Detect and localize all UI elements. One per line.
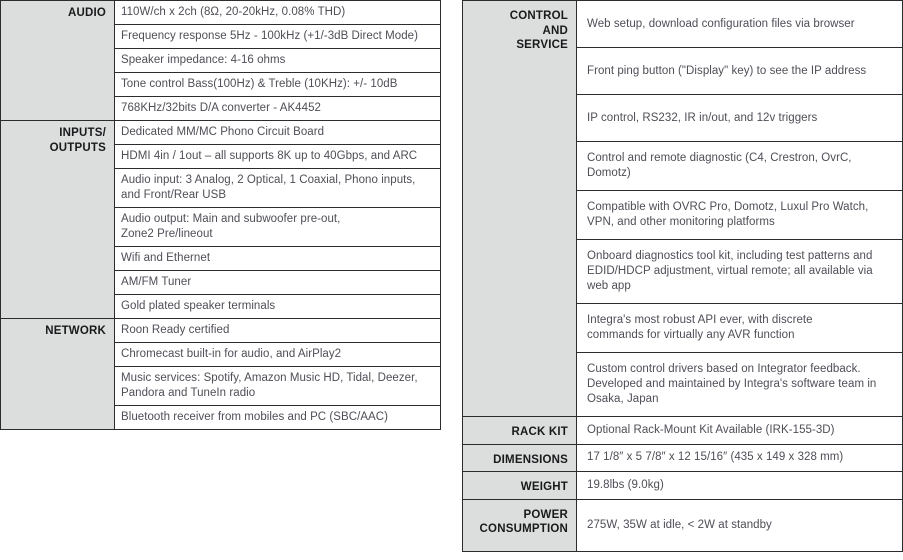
spec-value-cell: Front ping button ("Display" key) to see…: [576, 47, 903, 95]
table-row: RACK KIT Optional Rack-Mount Kit Availabl…: [462, 416, 903, 445]
spec-value-cell: Roon Ready certified: [114, 318, 441, 343]
table-row: Music services: Spotify, Amazon Music HD…: [1, 366, 441, 406]
table-row: Gold plated speaker terminals: [1, 294, 441, 319]
spec-value-cell: Dedicated MM/MC Phono Circuit Board: [114, 120, 441, 145]
spec-value-cell: Custom control drivers based on Integrat…: [576, 352, 903, 417]
spec-value-cell: 19.8lbs (9.0kg): [576, 471, 903, 500]
table-row: Chromecast built-in for audio, and AirPl…: [1, 342, 441, 367]
spec-value-cell: Music services: Spotify, Amazon Music HD…: [114, 366, 441, 406]
table-row: CONTROL AND SERVICE Web setup, download c…: [462, 0, 903, 417]
spec-value-cell: Integra's most robust API ever, with dis…: [576, 303, 903, 353]
spec-table-left-body: AUDIO 110W/ch x 2ch (8Ω, 20-20kHz, 0.08% …: [0, 0, 441, 430]
table-row: WEIGHT 19.8lbs (9.0kg): [462, 471, 903, 500]
spec-value-cell: Chromecast built-in for audio, and AirPl…: [114, 342, 441, 367]
section-label: RACK KIT: [462, 416, 577, 445]
spec-value-cell: 110W/ch x 2ch (8Ω, 20-20kHz, 0.08% THD): [114, 0, 441, 25]
spec-value-cell: IP control, RS232, IR in/out, and 12v tr…: [576, 94, 903, 142]
section-label: INPUTS/ OUTPUTS: [0, 120, 115, 319]
table-row: Audio output: Main and subwoofer pre-out…: [1, 207, 441, 247]
spec-value-cell: Speaker impedance: 4-16 ohms: [114, 48, 441, 73]
spec-value-cell: Frequency response 5Hz - 100kHz (+1/-3dB…: [114, 24, 441, 49]
spec-table-right: CONTROL AND SERVICE Web setup, download c…: [462, 0, 903, 552]
section-label: WEIGHT: [462, 471, 577, 500]
section-label: AUDIO: [0, 0, 115, 121]
spec-value-cell: Optional Rack-Mount Kit Available (IRK-1…: [576, 416, 903, 445]
spec-value-cell: Audio input: 3 Analog, 2 Optical, 1 Coax…: [114, 168, 441, 208]
spec-value-cell: 17 1/8″ x 5 7/8″ x 12 15/16″ (435 x 149 …: [576, 443, 903, 472]
table-row: NETWORK Roon Ready certified: [0, 318, 441, 430]
table-row: Integra's most robust API ever, with dis…: [463, 303, 903, 353]
spec-value-cell: Bluetooth receiver from mobiles and PC (…: [114, 405, 441, 430]
table-row: INPUTS/ OUTPUTS Dedicated MM/MC Phono Cir…: [0, 120, 441, 319]
spec-value-cell: Web setup, download configuration files …: [576, 0, 903, 48]
spec-value-cell: Tone control Bass(100Hz) & Treble (10KHz…: [114, 72, 441, 97]
spec-value-cell: AM/FM Tuner: [114, 270, 441, 295]
spec-value-cell: Onboard diagnostics tool kit, including …: [576, 239, 903, 304]
table-row: Audio input: 3 Analog, 2 Optical, 1 Coax…: [1, 168, 441, 208]
table-row: Onboard diagnostics tool kit, including …: [463, 239, 903, 304]
spec-value-cell: Wifi and Ethernet: [114, 246, 441, 271]
table-row: IP control, RS232, IR in/out, and 12v tr…: [463, 94, 903, 142]
table-row: AUDIO 110W/ch x 2ch (8Ω, 20-20kHz, 0.08% …: [0, 0, 441, 121]
table-row: DIMENSIONS 17 1/8″ x 5 7/8″ x 12 15/16″ (…: [462, 443, 903, 472]
table-row: Frequency response 5Hz - 100kHz (+1/-3dB…: [1, 24, 441, 49]
table-row: AM/FM Tuner: [1, 270, 441, 295]
table-row: 768KHz/32bits D/A converter - AK4452: [1, 96, 441, 121]
table-row: Bluetooth receiver from mobiles and PC (…: [1, 405, 441, 430]
spec-value-cell: Control and remote diagnostic (C4, Crest…: [576, 141, 903, 191]
spec-value-cell: 275W, 35W at idle, < 2W at standby: [576, 498, 903, 552]
spec-value-cell: Audio output: Main and subwoofer pre-out…: [114, 207, 441, 247]
section-label: POWER CONSUMPTION: [462, 498, 577, 552]
table-row: HDMI 4in / 1out – all supports 8K up to …: [1, 144, 441, 169]
table-row: POWER CONSUMPTION 275W, 35W at idle, < 2W…: [462, 498, 903, 552]
spec-table-left: AUDIO 110W/ch x 2ch (8Ω, 20-20kHz, 0.08% …: [0, 0, 441, 430]
spec-table-right-body: CONTROL AND SERVICE Web setup, download c…: [462, 0, 903, 552]
section-label: DIMENSIONS: [462, 443, 577, 472]
spec-value-cell: HDMI 4in / 1out – all supports 8K up to …: [114, 144, 441, 169]
spec-value-cell: Compatible with OVRC Pro, Domotz, Luxul …: [576, 190, 903, 240]
table-row: Control and remote diagnostic (C4, Crest…: [463, 141, 903, 191]
table-row: Wifi and Ethernet: [1, 246, 441, 271]
spec-value-cell: 768KHz/32bits D/A converter - AK4452: [114, 96, 441, 121]
section-label: NETWORK: [0, 318, 115, 430]
table-row: Tone control Bass(100Hz) & Treble (10KHz…: [1, 72, 441, 97]
spec-value-cell: Gold plated speaker terminals: [114, 294, 441, 319]
section-label: CONTROL AND SERVICE: [462, 0, 577, 417]
table-row: Custom control drivers based on Integrat…: [463, 352, 903, 417]
table-row: Speaker impedance: 4-16 ohms: [1, 48, 441, 73]
